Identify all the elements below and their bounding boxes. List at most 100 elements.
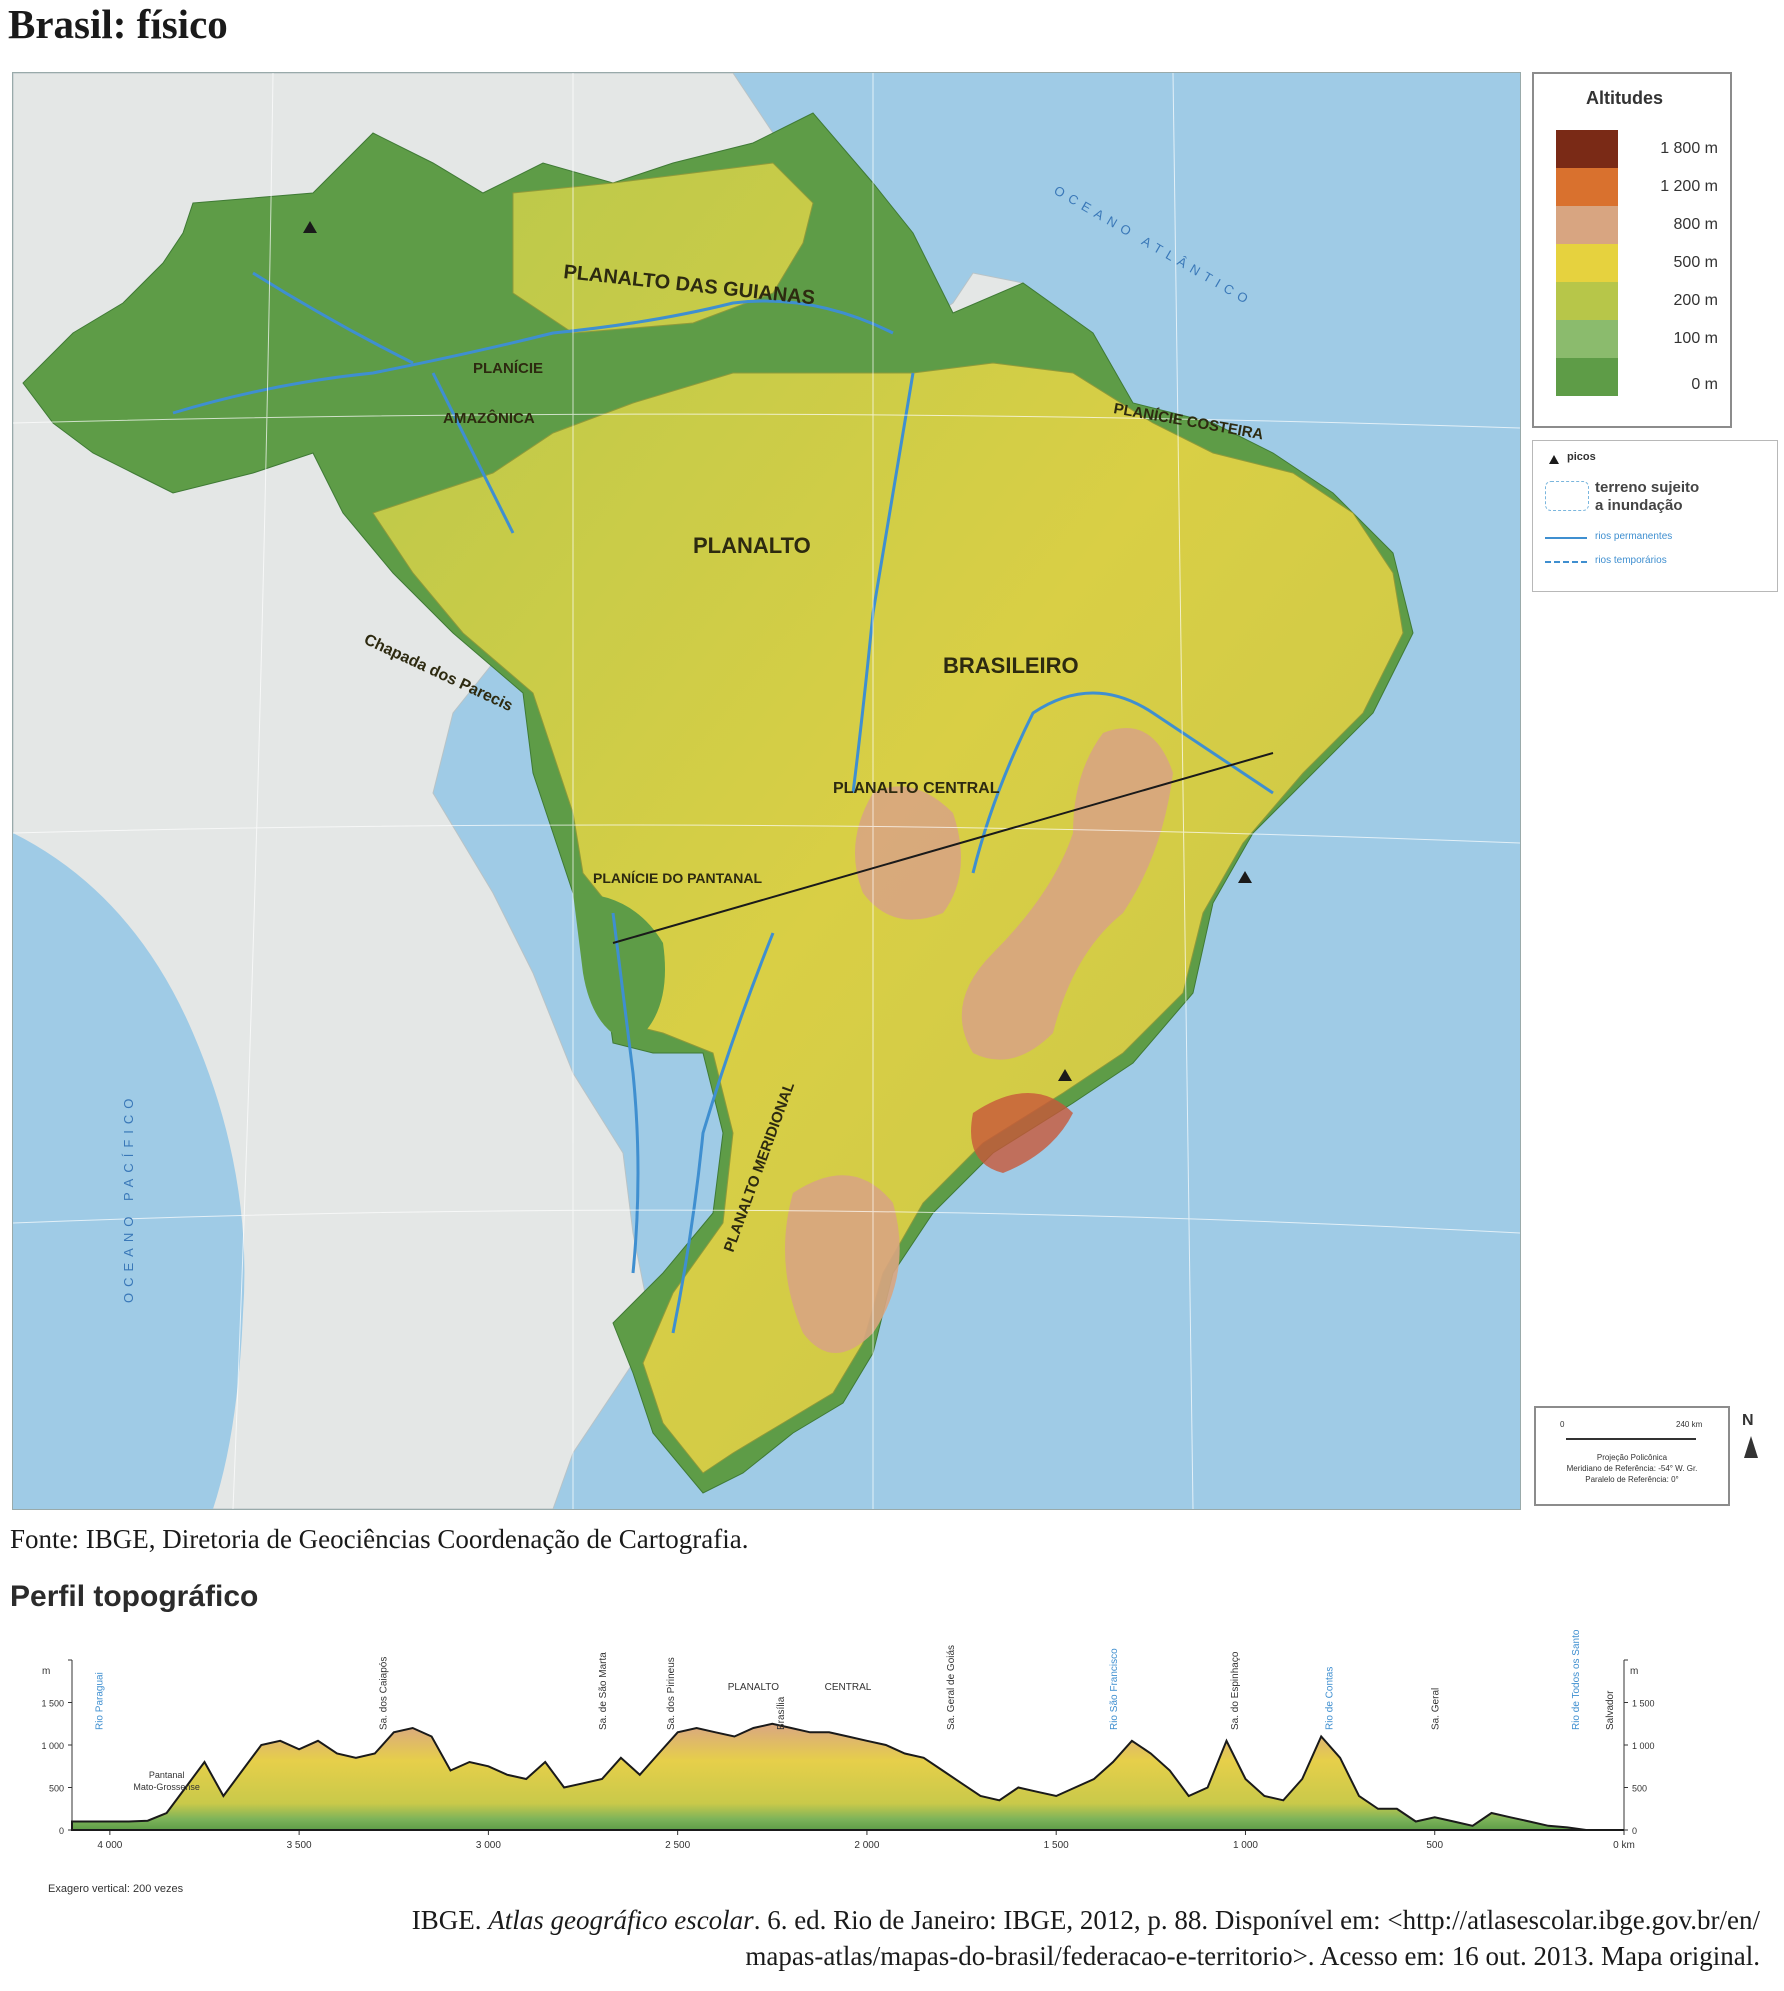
label-amazonica: AMAZÔNICA [443, 409, 535, 427]
profile-area [71, 1722, 1624, 1831]
citation-line2: mapas-atlas/mapas-do-brasil/federacao-e-… [745, 1941, 1760, 1971]
peak-marker [303, 221, 317, 233]
scale-box: 0 240 km Projeção Policônica Meridiano d… [1534, 1406, 1730, 1506]
source-note: Fonte: IBGE, Diretoria de Geociências Co… [10, 1524, 749, 1554]
legend-level-label: 200 m [1673, 292, 1718, 309]
x-tick-label: 3 500 [287, 1840, 312, 1851]
proj-label: Projeção Policônica [1596, 1453, 1668, 1462]
y-tick-label-right: 1 500 [1632, 1699, 1655, 1709]
legend-rows: 1 800 m 1 200 m 800 m 500 m 200 m 100 m 0 m [1556, 130, 1726, 396]
label-oceano-pacifico: OCEANO PACÍFICO [121, 1093, 136, 1303]
rivers-perm-label: rios permanentes [1595, 531, 1673, 542]
label-planalto-central: PLANALTO CENTRAL [833, 780, 1000, 797]
peaks-label: picos [1567, 451, 1596, 463]
legend-swatch [1556, 168, 1618, 206]
citation-line1: IBGE. Atlas geográfico escolar. 6. ed. R… [90, 1902, 1760, 1938]
peak-icon [1549, 455, 1559, 464]
label-planicie: PLANÍCIE [473, 360, 543, 377]
scale-left: 0 [1560, 1420, 1565, 1429]
peak-marker [1238, 871, 1252, 883]
topographic-profile: m m 1 500 1 500 1 000 1 000 500 500 0 0 4 000 3 500… [14, 1625, 1674, 1896]
negro-river [252, 271, 414, 365]
x-tick-label: 1 000 [1233, 1840, 1258, 1851]
feature-label: Sa. Geral de Goiás [946, 1645, 957, 1730]
physical-map[interactable]: PLANALTO DAS GUIANAS AMAZÔNICA PLANÍCIE … [12, 72, 1521, 1510]
flood-label: terreno sujeito a inundação [1595, 479, 1699, 515]
profile-line [612, 752, 1274, 944]
y-tick-label-left: 0 [59, 1826, 64, 1836]
legend-swatch [1556, 358, 1618, 396]
label-brasileiro: BRASILEIRO [943, 653, 1079, 678]
feature-label: Sa. dos Caiapós [378, 1657, 389, 1730]
feature-label: Sa. dos Pirineus [666, 1657, 677, 1730]
feature-label: Brasília [776, 1696, 787, 1730]
scale-bar [1566, 1438, 1696, 1440]
legend-row: 1 800 m [1556, 130, 1726, 168]
legend-row: 1 200 m [1556, 168, 1726, 206]
paraguai-river [611, 912, 640, 1274]
scale-right: 240 km [1676, 1420, 1703, 1429]
legend-swatch [1556, 130, 1618, 168]
feature-label: Mato-Grossense [133, 1782, 200, 1792]
y-tick-label-right: 500 [1632, 1784, 1647, 1794]
rivers [172, 271, 1274, 1334]
y-unit-left: m [42, 1666, 50, 1677]
profile-canvas: m m 1 500 1 500 1 000 1 000 500 500 0 0 4 000 3 500… [41, 1625, 1655, 1895]
feature-label: Rio de Todos os Santos [1571, 1630, 1582, 1730]
legend-row: 500 m [1556, 244, 1726, 282]
legend-row: 800 m [1556, 206, 1726, 244]
pacific-ocean [13, 833, 245, 1509]
legend-level-label: 1 200 m [1660, 178, 1718, 195]
legend-row: 200 m [1556, 282, 1726, 320]
flood-icon [1545, 481, 1589, 511]
highland-mantiqueira [971, 1093, 1073, 1173]
legend-row: 0 m [1556, 358, 1726, 396]
symbols-legend: picos terreno sujeito a inundação rios p… [1532, 440, 1778, 592]
legend-level-label: 100 m [1673, 330, 1718, 347]
highland-south [785, 1175, 900, 1353]
parallel-label: Paralelo de Referência: 0° [1585, 1475, 1679, 1484]
y-tick-label-left: 1 000 [41, 1741, 64, 1751]
feature-label: Sa. do Espinhaço [1230, 1651, 1241, 1730]
citation: IBGE. Atlas geográfico escolar. 6. ed. R… [90, 1902, 1760, 1974]
x-tick-label: 1 500 [1044, 1840, 1069, 1851]
label-pantanal: PLANÍCIE DO PANTANAL [593, 870, 762, 886]
label-planalto: PLANALTO [693, 533, 811, 558]
legend-swatch [1556, 244, 1618, 282]
legend-swatch [1556, 320, 1618, 358]
feature-label: Salvador [1605, 1690, 1616, 1730]
legend-row: 100 m [1556, 320, 1726, 358]
legend-heading: Altitudes [1586, 88, 1664, 108]
legend-swatch [1556, 282, 1618, 320]
feature-label: CENTRAL [825, 1682, 872, 1693]
north-arrow-icon [1744, 1436, 1758, 1458]
map-canvas: PLANALTO DAS GUIANAS AMAZÔNICA PLANÍCIE … [13, 73, 1520, 1509]
feature-label: Rio Paraguai [94, 1672, 105, 1730]
feature-label: PLANALTO [728, 1682, 780, 1693]
north-arrow-label: N [1742, 1412, 1754, 1429]
x-tick-label: 0 km [1613, 1840, 1635, 1851]
feature-label: Rio de Contas [1325, 1667, 1336, 1730]
sao-francisco-river [971, 691, 1274, 874]
y-tick-label-right: 1 000 [1632, 1741, 1655, 1751]
legend-level-label: 800 m [1673, 216, 1718, 233]
profile-title: Perfil topográfico [10, 1580, 259, 1613]
feature-label: Sa. de São Marta [598, 1652, 609, 1730]
flood-label-line1: terreno sujeito [1595, 479, 1700, 496]
feature-label: Sa. Geral [1431, 1688, 1442, 1730]
citation-details: . 6. ed. Rio de Janeiro: IBGE, 2012, p. … [753, 1905, 1760, 1935]
parana-river [671, 932, 775, 1334]
meridian-label: Meridiano de Referência: -54° W. Gr. [1566, 1464, 1698, 1473]
rivers-temp-label: rios temporários [1595, 555, 1667, 566]
legend-level-label: 500 m [1673, 254, 1718, 271]
projection-text: Projeção Policônica Meridiano de Referên… [1546, 1452, 1718, 1485]
peak-marker [1058, 1069, 1072, 1081]
feature-label: Rio São Francisco [1109, 1648, 1120, 1730]
x-tick-label: 4 000 [97, 1840, 122, 1851]
river-perm-icon [1545, 537, 1587, 539]
graticule [13, 73, 1520, 1509]
y-tick-label-left: 1 500 [41, 1699, 64, 1709]
vertical-exaggeration: Exagero vertical: 200 vezes [48, 1883, 184, 1895]
x-tick-label: 3 000 [476, 1840, 501, 1851]
